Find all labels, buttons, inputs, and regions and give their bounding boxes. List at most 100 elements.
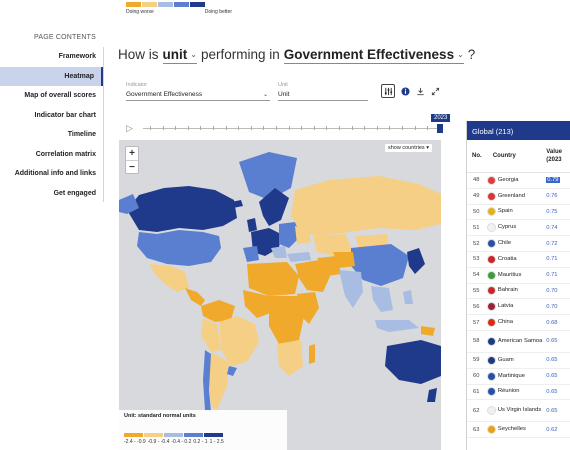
performance-legend: Doing worse Doing better (126, 2, 232, 15)
flag-icon (486, 207, 496, 217)
zoom-out-button[interactable]: − (126, 160, 138, 173)
map-legend-range-label: -0.4 - 0.2 (171, 439, 192, 445)
sidebar-item-heatmap[interactable]: Heatmap (0, 66, 103, 86)
timeline-tick[interactable] (250, 126, 252, 130)
score-value: 0.65 (546, 357, 558, 364)
column-header-value-line1: Value (546, 149, 562, 155)
show-countries-dropdown[interactable]: show countries ▾ (385, 144, 432, 152)
indicator-dropdown[interactable]: Government Effectiveness ⌄ (126, 90, 270, 101)
timeline-tick[interactable] (339, 126, 340, 130)
play-icon[interactable]: ▷ (126, 123, 133, 133)
country-name: Latvia (497, 303, 514, 310)
map-legend-range-label: 0.2 - 1 (193, 439, 208, 445)
table-row[interactable]: 61 Réunion 0.65 (467, 385, 570, 401)
flag-icon (486, 355, 496, 365)
sidebar-item-get-engaged[interactable]: Get engaged (53, 189, 96, 197)
timeline-tick[interactable] (427, 126, 429, 130)
timeline-tick[interactable] (389, 126, 391, 130)
download-icon[interactable] (413, 84, 427, 98)
zoom-in-button[interactable]: + (129, 148, 135, 159)
table-row[interactable]: 62 Us Virgin Islands 0.65 (467, 400, 570, 423)
timeline-tick[interactable] (402, 126, 403, 130)
timeline-tick[interactable] (187, 126, 189, 130)
score-value: 0.65 (546, 338, 558, 345)
timeline-tick[interactable] (263, 126, 265, 130)
sidebar-item-additional-info-and-links[interactable]: Additional info and links (14, 170, 96, 177)
table-row[interactable]: 63 Seychelles 0.62 (467, 422, 570, 439)
sliders-icon[interactable] (381, 84, 395, 98)
score-value: 0.75 (546, 208, 558, 215)
timeline-handle[interactable] (437, 124, 443, 133)
table-row[interactable]: 60 Martinique 0.65 (467, 369, 570, 385)
timeline-tick[interactable] (213, 126, 214, 130)
timeline-tick[interactable] (364, 126, 366, 130)
map-region-iceland (231, 200, 243, 208)
timeline-tick[interactable] (414, 126, 416, 130)
sidebar-item-framework[interactable]: Framework (58, 53, 96, 60)
indicator-selector[interactable]: Government Effectiveness ⌄ (283, 47, 464, 64)
country-cell: Georgia (486, 175, 546, 185)
timeline-tick[interactable] (288, 126, 290, 130)
table-row[interactable]: 49 Greenland 0.76 (467, 189, 570, 205)
year-timeline[interactable]: ▷ (126, 121, 446, 135)
score-value: 0.65 (546, 388, 558, 395)
world-map-shapes[interactable] (119, 140, 441, 450)
unit-selector[interactable]: unit ⌄ (162, 47, 197, 64)
map-legend-range-label: -2.4 - -0.9 (124, 439, 146, 445)
sidebar-item-indicator-bar-chart[interactable]: Indicator bar chart (34, 111, 96, 119)
timeline-tick[interactable] (326, 126, 328, 130)
map-region-madagascar (309, 344, 315, 364)
table-row[interactable]: 50 Spain 0.75 (467, 205, 570, 221)
score-value: 0.70 (546, 303, 558, 310)
country-name: Georgia (497, 176, 519, 183)
map-region-brazil (219, 316, 259, 366)
sidebar-item-correlation-matrix[interactable]: Correlation matrix (35, 150, 96, 158)
rank-number: 60 (473, 373, 480, 380)
timeline-tick[interactable] (376, 126, 378, 130)
info-icon[interactable] (398, 84, 412, 98)
table-row[interactable]: 58 American Samoa 0.65 (467, 331, 570, 353)
country-name: Us Virgin Islands (497, 407, 542, 414)
score-value: 0.70 (546, 287, 558, 294)
sidebar-item-timeline[interactable]: Timeline (67, 131, 96, 138)
timeline-tick[interactable] (313, 126, 315, 130)
sidebar-item-map-of-overall-scores[interactable]: Map of overall scores (24, 92, 96, 99)
table-row[interactable]: 54 Mauritius 0.71 (467, 268, 570, 284)
column-header-country[interactable]: Country (492, 153, 516, 159)
expand-icon[interactable] (428, 84, 442, 98)
table-row[interactable]: 51 Cyprus 0.74 (467, 220, 570, 237)
score-value: 0.74 (546, 224, 558, 231)
timeline-tick[interactable] (175, 126, 177, 130)
table-row[interactable]: 53 Croatia 0.71 (467, 252, 570, 268)
table-row[interactable]: 48 Georgia 0.79 (467, 173, 570, 189)
timeline-tick[interactable] (200, 126, 202, 130)
map-region-india (339, 270, 363, 308)
timeline-tick[interactable] (238, 126, 240, 130)
timeline-tick[interactable] (276, 126, 277, 130)
flag-icon (486, 175, 496, 185)
indicator-field-label: Indicator (126, 82, 148, 88)
timeline-tick[interactable] (162, 126, 164, 130)
flag-icon (486, 223, 496, 233)
column-header-no[interactable]: No. (472, 153, 482, 159)
world-map[interactable]: + − show countries ▾ Unit: standard norm… (119, 140, 441, 450)
score-value: 0.71 (546, 272, 558, 279)
timeline-tick[interactable] (225, 126, 227, 130)
map-region-chile (203, 350, 211, 412)
table-row[interactable]: 56 Latvia 0.70 (467, 299, 570, 316)
unit-dropdown[interactable]: Unit (278, 90, 368, 101)
rank-number: 62 (473, 407, 480, 414)
column-header-value[interactable]: Value (2023 (546, 148, 570, 164)
timeline-tick[interactable] (150, 126, 151, 130)
map-region-middle-east (295, 260, 331, 292)
country-cell: Cyprus (486, 223, 546, 233)
table-row[interactable]: 59 Guam 0.65 (467, 353, 570, 369)
timeline-tick[interactable] (351, 126, 353, 130)
legend-color-bar (126, 2, 141, 7)
table-row[interactable]: 52 Chile 0.72 (467, 236, 570, 252)
country-cell: Martinique (486, 371, 546, 381)
table-row[interactable]: 55 Bahrain 0.70 (467, 284, 570, 300)
timeline-tick[interactable] (301, 126, 303, 130)
map-region-turkey (287, 252, 311, 262)
table-row[interactable]: 57 China 0.68 (467, 315, 570, 331)
